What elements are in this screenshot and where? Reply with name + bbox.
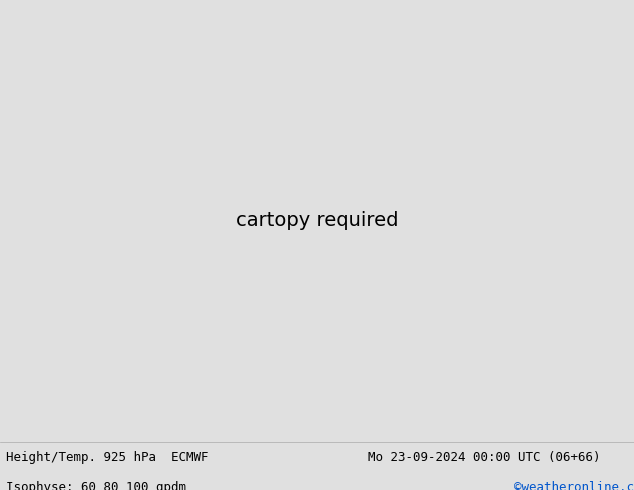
Text: ©weatheronline.co.uk: ©weatheronline.co.uk [514,481,634,490]
Text: Isophyse: 60 80 100 gpdm: Isophyse: 60 80 100 gpdm [6,481,186,490]
Text: Height/Temp. 925 hPa  ECMWF: Height/Temp. 925 hPa ECMWF [6,451,209,464]
Text: Mo 23-09-2024 00:00 UTC (06+66): Mo 23-09-2024 00:00 UTC (06+66) [368,451,600,464]
Text: cartopy required: cartopy required [236,211,398,229]
